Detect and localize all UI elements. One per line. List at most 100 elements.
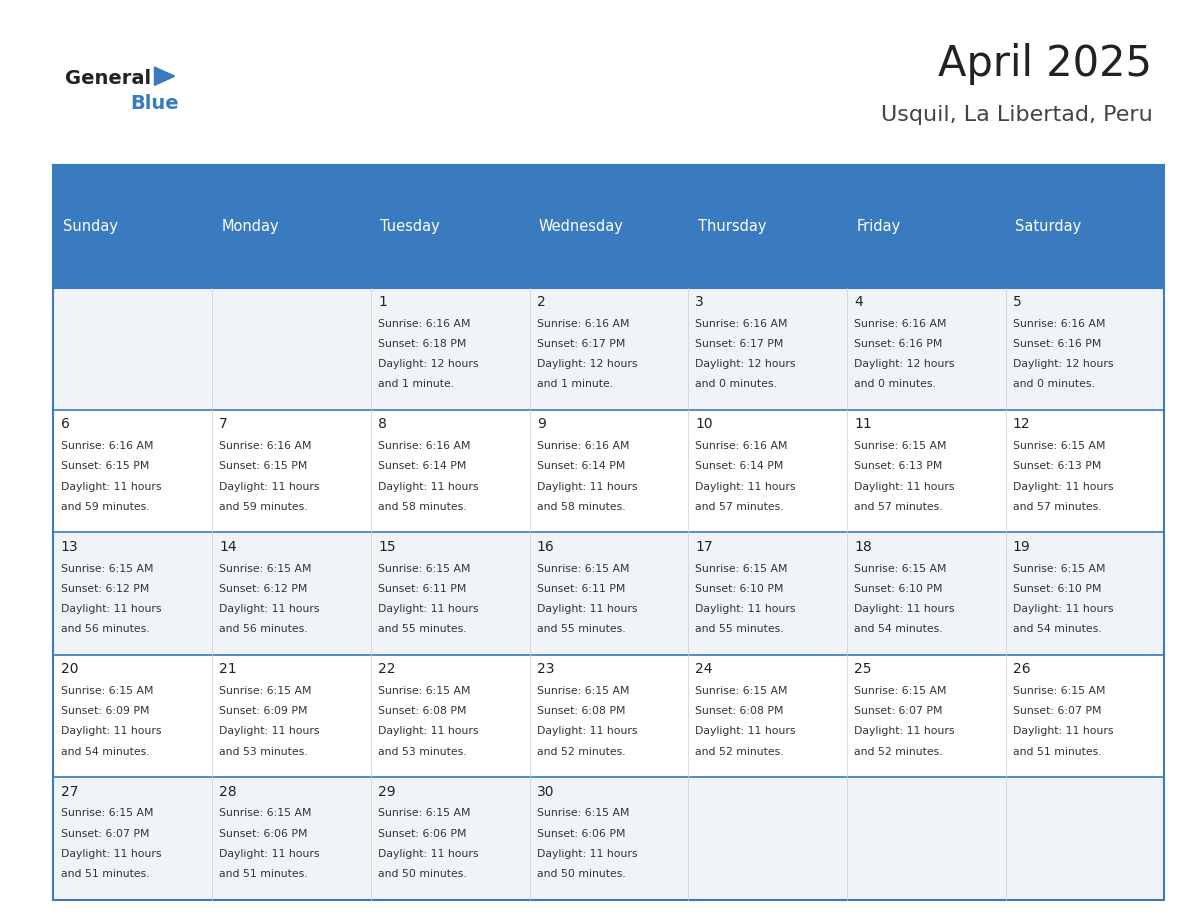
FancyBboxPatch shape: [53, 410, 213, 532]
Text: and 0 minutes.: and 0 minutes.: [1012, 379, 1094, 389]
Text: Daylight: 11 hours: Daylight: 11 hours: [537, 726, 637, 736]
Text: Sunrise: 6:15 AM: Sunrise: 6:15 AM: [378, 809, 470, 819]
Text: and 50 minutes.: and 50 minutes.: [378, 869, 467, 879]
Text: and 51 minutes.: and 51 minutes.: [61, 869, 150, 879]
Text: 12: 12: [1012, 418, 1030, 431]
Text: Sunrise: 6:16 AM: Sunrise: 6:16 AM: [378, 319, 470, 329]
Text: Sunrise: 6:15 AM: Sunrise: 6:15 AM: [220, 564, 311, 574]
Text: and 51 minutes.: and 51 minutes.: [220, 869, 308, 879]
Text: and 51 minutes.: and 51 minutes.: [1012, 746, 1101, 756]
Text: Sunrise: 6:15 AM: Sunrise: 6:15 AM: [854, 686, 947, 696]
Text: and 0 minutes.: and 0 minutes.: [854, 379, 936, 389]
Text: Daylight: 11 hours: Daylight: 11 hours: [854, 604, 954, 614]
FancyBboxPatch shape: [1005, 655, 1164, 778]
Text: Daylight: 11 hours: Daylight: 11 hours: [854, 726, 954, 736]
Text: Sunset: 6:17 PM: Sunset: 6:17 PM: [537, 339, 625, 349]
Text: Daylight: 11 hours: Daylight: 11 hours: [61, 726, 162, 736]
Text: Sunrise: 6:15 AM: Sunrise: 6:15 AM: [1012, 686, 1105, 696]
Text: April 2025: April 2025: [939, 43, 1152, 85]
Text: Sunset: 6:18 PM: Sunset: 6:18 PM: [378, 339, 467, 349]
Text: Sunset: 6:10 PM: Sunset: 6:10 PM: [1012, 584, 1101, 594]
Text: and 56 minutes.: and 56 minutes.: [220, 624, 308, 634]
Text: 8: 8: [378, 418, 387, 431]
Text: and 54 minutes.: and 54 minutes.: [61, 746, 150, 756]
Text: Daylight: 11 hours: Daylight: 11 hours: [695, 604, 796, 614]
Text: Sunset: 6:13 PM: Sunset: 6:13 PM: [1012, 462, 1101, 472]
FancyBboxPatch shape: [1005, 410, 1164, 532]
Text: Sunrise: 6:16 AM: Sunrise: 6:16 AM: [220, 442, 311, 452]
Text: Sunday: Sunday: [63, 218, 118, 234]
FancyBboxPatch shape: [688, 778, 847, 900]
Text: Sunrise: 6:15 AM: Sunrise: 6:15 AM: [695, 686, 788, 696]
Text: Daylight: 11 hours: Daylight: 11 hours: [1012, 604, 1113, 614]
Text: 23: 23: [537, 662, 554, 677]
Text: Sunrise: 6:15 AM: Sunrise: 6:15 AM: [61, 809, 153, 819]
Text: Sunrise: 6:16 AM: Sunrise: 6:16 AM: [695, 442, 788, 452]
FancyBboxPatch shape: [847, 287, 1005, 410]
Text: 1: 1: [378, 295, 387, 309]
Text: Daylight: 11 hours: Daylight: 11 hours: [378, 482, 479, 492]
FancyBboxPatch shape: [688, 532, 847, 655]
FancyBboxPatch shape: [847, 655, 1005, 778]
Text: Daylight: 11 hours: Daylight: 11 hours: [695, 482, 796, 492]
Text: Daylight: 11 hours: Daylight: 11 hours: [537, 849, 637, 859]
Text: and 58 minutes.: and 58 minutes.: [378, 502, 467, 512]
Text: Sunrise: 6:15 AM: Sunrise: 6:15 AM: [220, 686, 311, 696]
FancyBboxPatch shape: [371, 778, 530, 900]
Text: Sunset: 6:11 PM: Sunset: 6:11 PM: [537, 584, 625, 594]
Text: Sunset: 6:10 PM: Sunset: 6:10 PM: [854, 584, 942, 594]
FancyBboxPatch shape: [371, 655, 530, 778]
Text: 20: 20: [61, 662, 78, 677]
Text: and 57 minutes.: and 57 minutes.: [695, 502, 784, 512]
FancyBboxPatch shape: [688, 165, 847, 287]
Text: 29: 29: [378, 785, 396, 799]
FancyBboxPatch shape: [371, 165, 530, 287]
Text: Sunset: 6:06 PM: Sunset: 6:06 PM: [537, 829, 625, 839]
Text: and 54 minutes.: and 54 minutes.: [854, 624, 942, 634]
Text: Sunset: 6:16 PM: Sunset: 6:16 PM: [1012, 339, 1101, 349]
Text: 28: 28: [220, 785, 236, 799]
Text: and 56 minutes.: and 56 minutes.: [61, 624, 150, 634]
Text: Daylight: 12 hours: Daylight: 12 hours: [695, 359, 796, 369]
Text: and 52 minutes.: and 52 minutes.: [537, 746, 625, 756]
Text: Sunset: 6:09 PM: Sunset: 6:09 PM: [220, 706, 308, 716]
Text: 5: 5: [1012, 295, 1022, 309]
Text: Sunset: 6:14 PM: Sunset: 6:14 PM: [378, 462, 467, 472]
Text: Daylight: 11 hours: Daylight: 11 hours: [537, 482, 637, 492]
FancyBboxPatch shape: [213, 655, 371, 778]
Text: 17: 17: [695, 540, 713, 554]
Text: and 53 minutes.: and 53 minutes.: [378, 746, 467, 756]
Text: Sunrise: 6:15 AM: Sunrise: 6:15 AM: [220, 809, 311, 819]
Text: Sunrise: 6:15 AM: Sunrise: 6:15 AM: [695, 564, 788, 574]
Text: Sunset: 6:08 PM: Sunset: 6:08 PM: [695, 706, 784, 716]
Text: 19: 19: [1012, 540, 1030, 554]
Text: and 52 minutes.: and 52 minutes.: [695, 746, 784, 756]
Text: 21: 21: [220, 662, 236, 677]
Text: Sunset: 6:14 PM: Sunset: 6:14 PM: [537, 462, 625, 472]
Text: Daylight: 11 hours: Daylight: 11 hours: [1012, 726, 1113, 736]
Text: Sunset: 6:13 PM: Sunset: 6:13 PM: [854, 462, 942, 472]
Text: Usquil, La Libertad, Peru: Usquil, La Libertad, Peru: [880, 105, 1152, 125]
Text: 15: 15: [378, 540, 396, 554]
Text: Sunset: 6:06 PM: Sunset: 6:06 PM: [220, 829, 308, 839]
Text: Daylight: 11 hours: Daylight: 11 hours: [220, 849, 320, 859]
FancyBboxPatch shape: [53, 655, 213, 778]
Text: and 59 minutes.: and 59 minutes.: [220, 502, 308, 512]
Text: Daylight: 11 hours: Daylight: 11 hours: [537, 604, 637, 614]
Text: Sunset: 6:12 PM: Sunset: 6:12 PM: [61, 584, 148, 594]
Text: 11: 11: [854, 418, 872, 431]
Text: Sunset: 6:12 PM: Sunset: 6:12 PM: [220, 584, 308, 594]
Text: Sunset: 6:15 PM: Sunset: 6:15 PM: [220, 462, 308, 472]
Text: and 55 minutes.: and 55 minutes.: [537, 624, 625, 634]
Text: and 53 minutes.: and 53 minutes.: [220, 746, 308, 756]
FancyBboxPatch shape: [371, 410, 530, 532]
Text: Sunset: 6:06 PM: Sunset: 6:06 PM: [378, 829, 467, 839]
FancyBboxPatch shape: [847, 532, 1005, 655]
Text: Sunrise: 6:15 AM: Sunrise: 6:15 AM: [61, 686, 153, 696]
Text: and 57 minutes.: and 57 minutes.: [1012, 502, 1101, 512]
FancyBboxPatch shape: [688, 410, 847, 532]
Text: Sunrise: 6:15 AM: Sunrise: 6:15 AM: [61, 564, 153, 574]
FancyBboxPatch shape: [371, 532, 530, 655]
Text: Wednesday: Wednesday: [539, 218, 624, 234]
Text: and 52 minutes.: and 52 minutes.: [854, 746, 942, 756]
